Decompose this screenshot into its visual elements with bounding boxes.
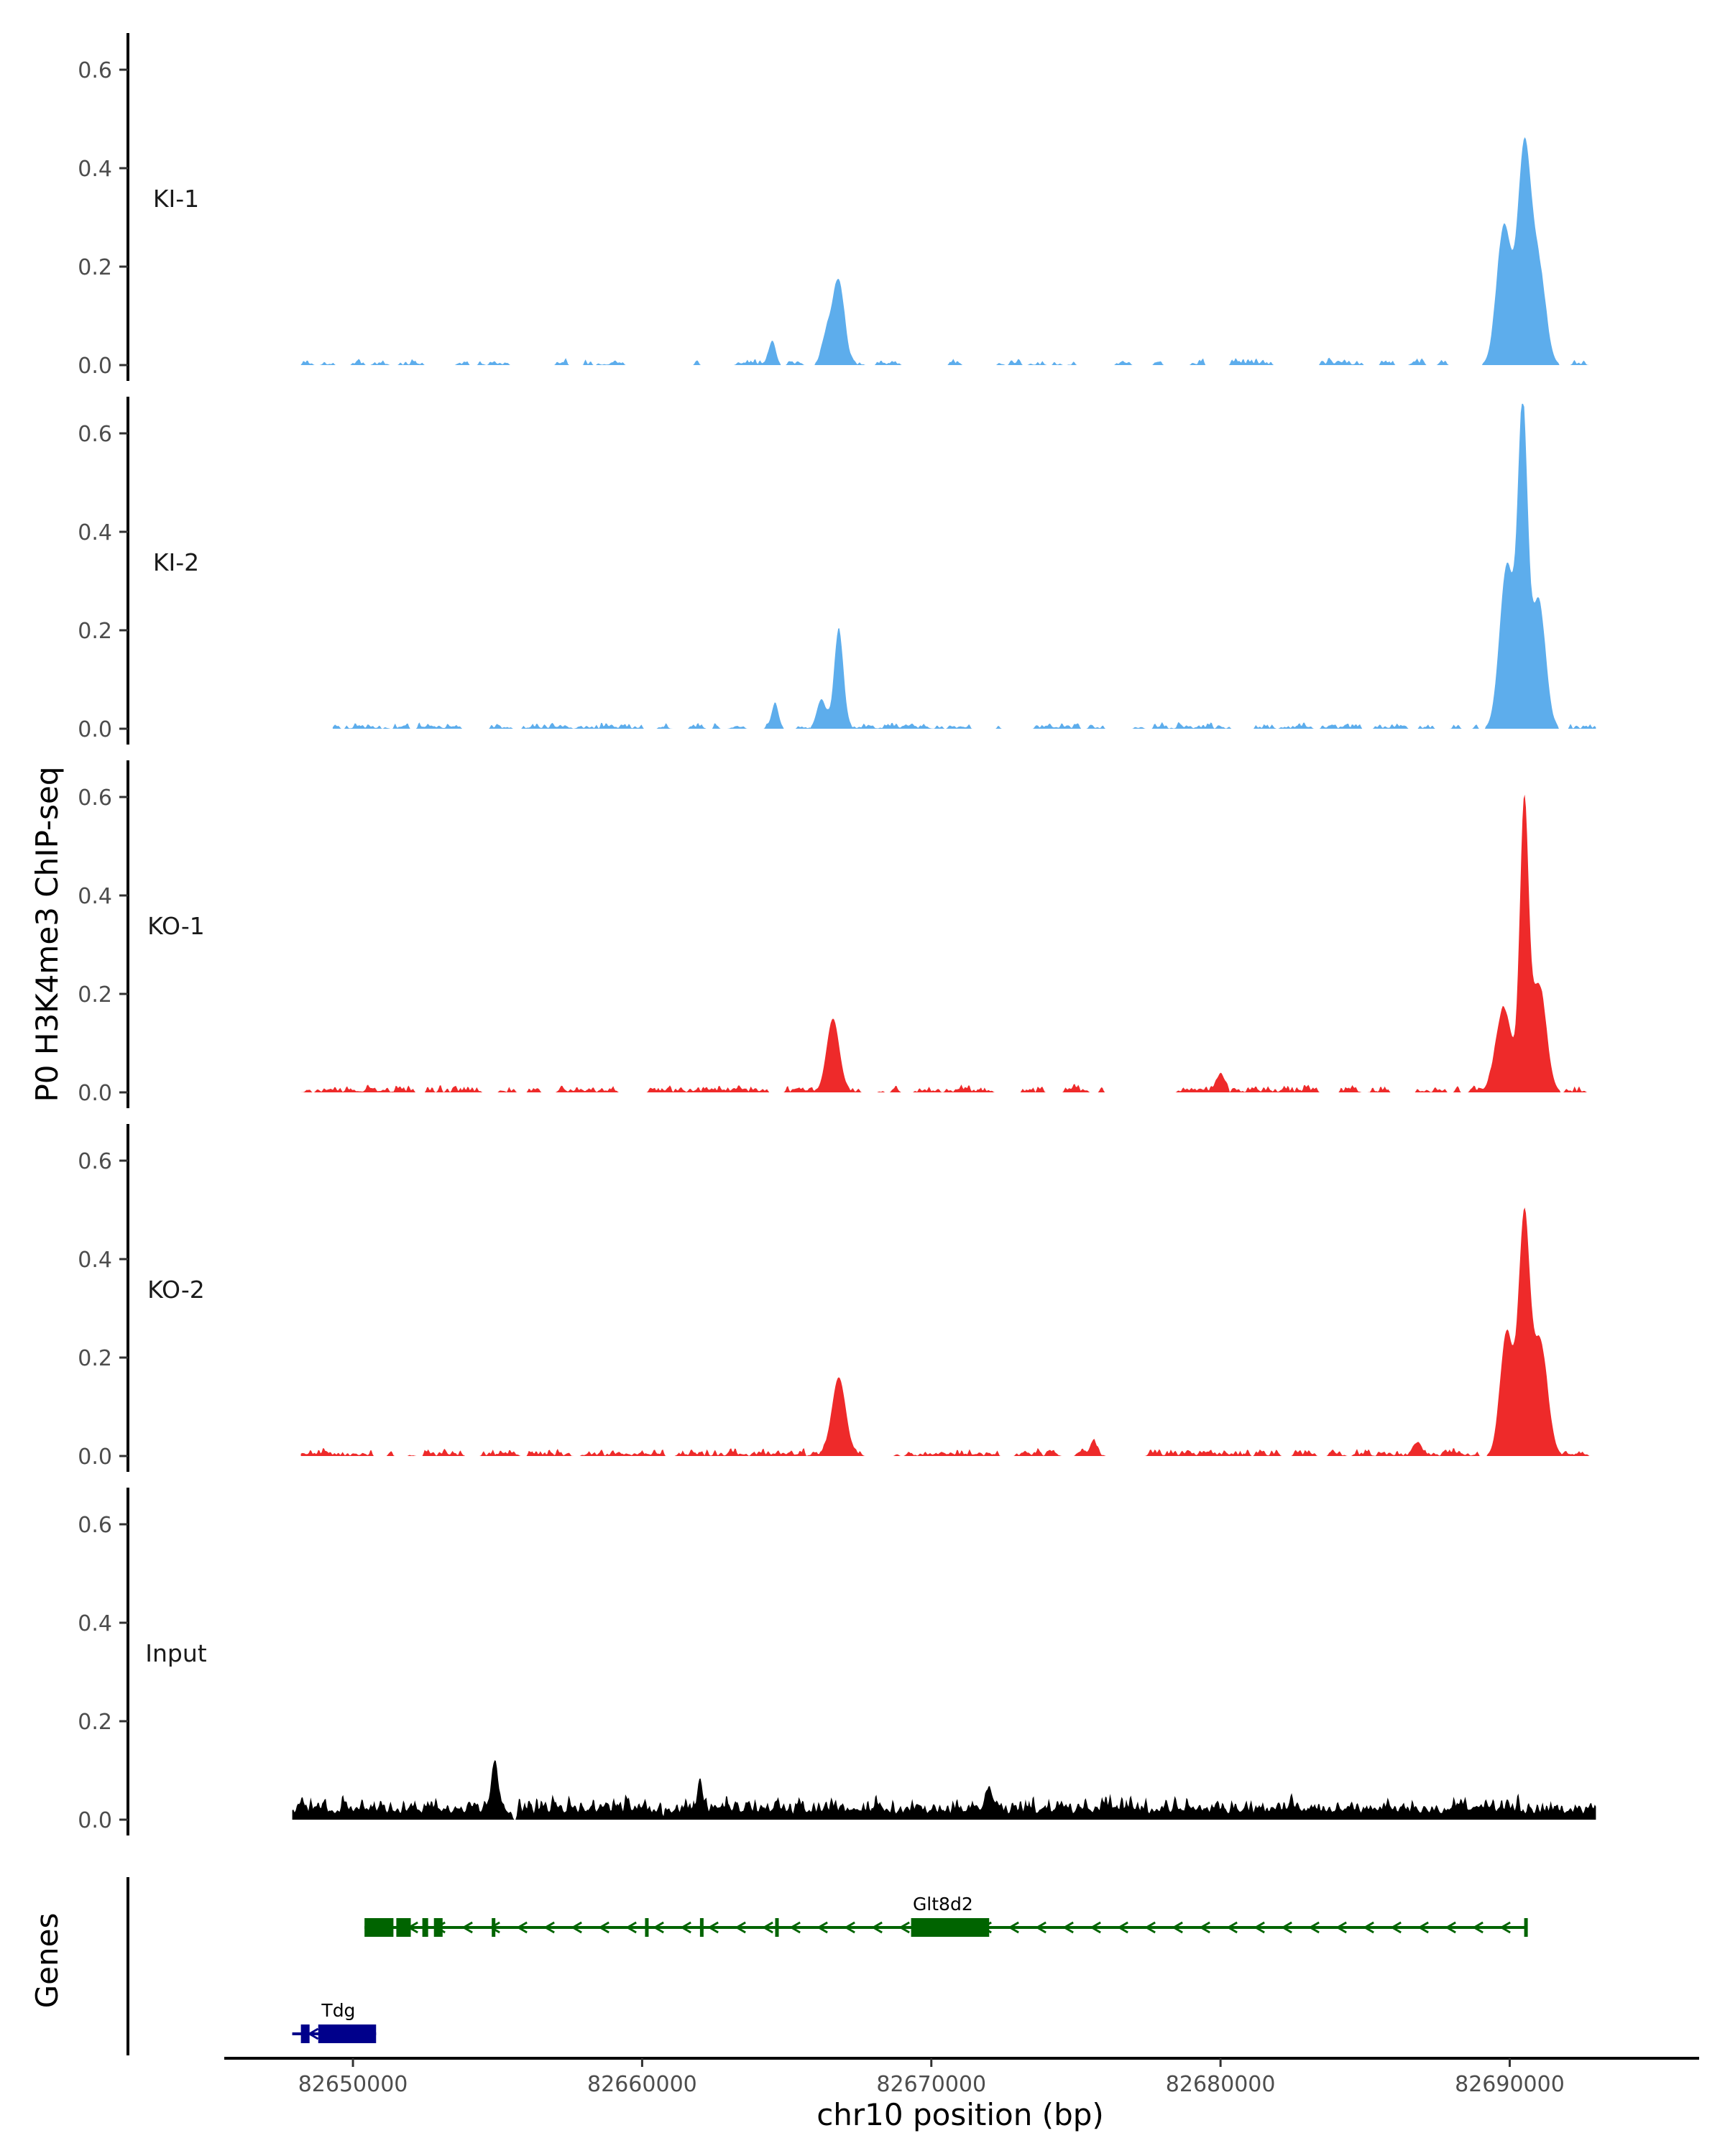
y-tick-label: 0.0	[78, 1808, 112, 1833]
y-tick-label: 0.2	[78, 982, 112, 1008]
strand-arrow	[461, 1921, 473, 1934]
y-tick-label: 0.6	[78, 422, 112, 447]
x-tick-label: 82650000	[298, 2072, 408, 2097]
exon	[492, 1918, 496, 1937]
strand-arrow	[571, 1921, 582, 1934]
x-tick-label: 82660000	[587, 2072, 697, 2097]
track-ki-2: 0.0 0.2 0.4 0.6 KI-2	[78, 397, 1596, 745]
coverage-area-ko-2	[300, 1207, 1597, 1456]
y-tick-label: 0.2	[78, 255, 112, 280]
y-tick-label: 0.6	[78, 786, 112, 811]
strand-arrow	[625, 1921, 637, 1934]
track-ko-1: 0.0 0.2 0.4 0.6 KO-1	[78, 760, 1597, 1108]
coverage-area-ki-1	[300, 137, 1597, 365]
strand-arrow	[1172, 1921, 1183, 1934]
exon	[1524, 1918, 1528, 1937]
y-tick-label: 0.4	[78, 520, 112, 545]
strand-arrow	[789, 1921, 801, 1934]
strand-arrow	[1062, 1921, 1074, 1934]
x-tick-label: 82690000	[1455, 2072, 1565, 2097]
strand-arrow	[707, 1921, 719, 1934]
strand-arrow	[598, 1921, 610, 1934]
strand-arrow	[1308, 1921, 1320, 1934]
y-tick-label: 0.0	[78, 354, 112, 379]
track-input: 0.0 0.2 0.4 0.6 Input	[78, 1488, 1596, 1835]
track-label: KO-2	[147, 1276, 205, 1304]
y-tick-label: 0.4	[78, 157, 112, 182]
track-label: KI-1	[153, 185, 199, 213]
strand-arrow	[1144, 1921, 1156, 1934]
y-tick-label: 0.6	[78, 1513, 112, 1538]
gene-annotation-track: Glt8d2 Tdg	[126, 1877, 1528, 2055]
exon	[433, 1918, 443, 1937]
genes-track-title: Genes	[29, 1913, 65, 2009]
exon	[645, 1918, 649, 1937]
x-axis: 82650000 82660000 82670000 82680000 82690000	[224, 2057, 1699, 2097]
strand-arrow	[1445, 1921, 1456, 1934]
strand-arrow	[1417, 1921, 1429, 1934]
strand-arrow	[1008, 1921, 1019, 1934]
strand-arrow	[680, 1921, 691, 1934]
y-tick-label: 0.2	[78, 619, 112, 644]
x-axis-title: chr10 position (bp)	[816, 2097, 1104, 2132]
gene-tdg: Tdg	[292, 2000, 377, 2043]
track-ki-1: 0.0 0.2 0.4 0.6 KI-1	[78, 33, 1597, 381]
y-tick-label: 0.0	[78, 1445, 112, 1470]
track-label: KI-2	[153, 548, 199, 576]
strand-arrow	[762, 1921, 773, 1934]
strand-arrow	[1090, 1921, 1101, 1934]
strand-arrow	[1281, 1921, 1292, 1934]
y-tick-label: 0.0	[78, 1081, 112, 1106]
y-tick-label: 0.6	[78, 58, 112, 83]
strand-arrow	[816, 1921, 828, 1934]
strand-arrow	[1363, 1921, 1374, 1934]
x-tick-label: 82670000	[876, 2072, 986, 2097]
strand-arrow	[1226, 1921, 1238, 1934]
gene-label: Tdg	[321, 2000, 355, 2021]
coverage-area-input	[292, 1760, 1596, 1820]
track-ko-2: 0.0 0.2 0.4 0.6 KO-2	[78, 1124, 1597, 1472]
exon	[775, 1918, 779, 1937]
gene-glt8d2: Glt8d2	[364, 1894, 1528, 1937]
exon	[396, 1918, 411, 1937]
strand-arrow	[1472, 1921, 1484, 1934]
y-tick-label: 0.2	[78, 1710, 112, 1735]
y-tick-label: 0.0	[78, 717, 112, 742]
strand-arrow	[871, 1921, 883, 1934]
y-tick-label: 0.4	[78, 1248, 112, 1273]
y-tick-label: 0.4	[78, 1611, 112, 1636]
y-tick-label: 0.2	[78, 1346, 112, 1371]
exon	[422, 1918, 428, 1937]
exon	[318, 2024, 377, 2043]
exon	[364, 1918, 394, 1937]
coverage-area-ko-1	[300, 794, 1597, 1092]
strand-arrow	[1390, 1921, 1402, 1934]
y-tick-label: 0.4	[78, 884, 112, 909]
x-tick-label: 82680000	[1166, 2072, 1276, 2097]
strand-arrow	[516, 1921, 528, 1934]
exon	[699, 1918, 704, 1937]
track-label: KO-1	[147, 912, 205, 940]
strand-arrow	[489, 1921, 500, 1934]
strand-arrow	[844, 1921, 855, 1934]
gene-label: Glt8d2	[913, 1894, 973, 1915]
coverage-tracks: 0.00.20.40.6KI-10.00.20.40.6KI-20.00.20.…	[78, 33, 1597, 1835]
strand-arrow	[1199, 1921, 1210, 1934]
strand-arrow	[653, 1921, 664, 1934]
strand-arrow	[543, 1921, 555, 1934]
exon	[300, 2024, 310, 2043]
track-label: Input	[145, 1639, 207, 1667]
strand-arrow	[735, 1921, 746, 1934]
coverage-area-ki-2	[332, 403, 1596, 729]
strand-arrow	[1335, 1921, 1347, 1934]
strand-arrow	[1035, 1921, 1046, 1934]
strand-arrow	[1499, 1921, 1511, 1934]
y-tick-label: 0.6	[78, 1149, 112, 1174]
exon	[911, 1918, 990, 1937]
strand-arrow	[1117, 1921, 1128, 1934]
strand-arrow	[898, 1921, 910, 1934]
y-axis-title: P0 H3K4me3 ChIP-seq	[29, 766, 65, 1102]
strand-arrow	[1254, 1921, 1265, 1934]
